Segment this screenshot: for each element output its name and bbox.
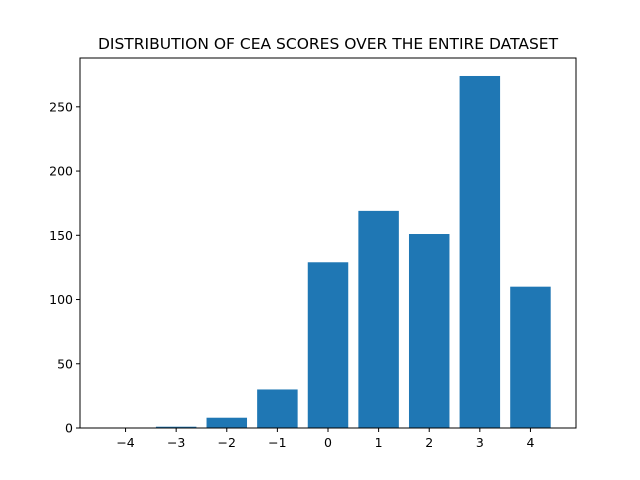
y-tick-label: 150 (49, 228, 73, 243)
bar-0 (307, 262, 349, 428)
bar-−1 (257, 389, 298, 428)
bars-group (155, 75, 551, 428)
x-tick-label: −1 (268, 435, 286, 450)
y-tick-label: 200 (49, 164, 73, 179)
x-tick-label: −4 (116, 435, 134, 450)
x-tick-label: 0 (324, 435, 332, 450)
x-axis-ticks: −4 −3 −2 −1 0 1 2 3 4 (116, 428, 534, 450)
bar-2 (408, 234, 450, 428)
bar-−2 (206, 417, 248, 428)
bar-1 (358, 210, 399, 428)
y-tick-label: 50 (57, 356, 73, 371)
bar-4 (510, 286, 551, 428)
bar-3 (459, 75, 501, 428)
x-tick-label: 2 (425, 435, 433, 450)
x-tick-label: −2 (218, 435, 236, 450)
y-tick-label: 250 (49, 99, 73, 114)
plot-frame (79, 57, 577, 429)
y-tick-label: 0 (65, 421, 73, 436)
x-tick-label: 1 (375, 435, 383, 450)
x-tick-label: −3 (167, 435, 185, 450)
bar-−3 (155, 426, 197, 428)
chart-title: DISTRIBUTION OF CEA SCORES OVER THE ENTI… (98, 35, 559, 53)
y-axis-ticks: 0 50 100 150 200 250 (49, 99, 80, 436)
x-tick-label: 3 (476, 435, 484, 450)
x-tick-label: 4 (526, 435, 534, 450)
y-tick-label: 100 (49, 292, 73, 307)
